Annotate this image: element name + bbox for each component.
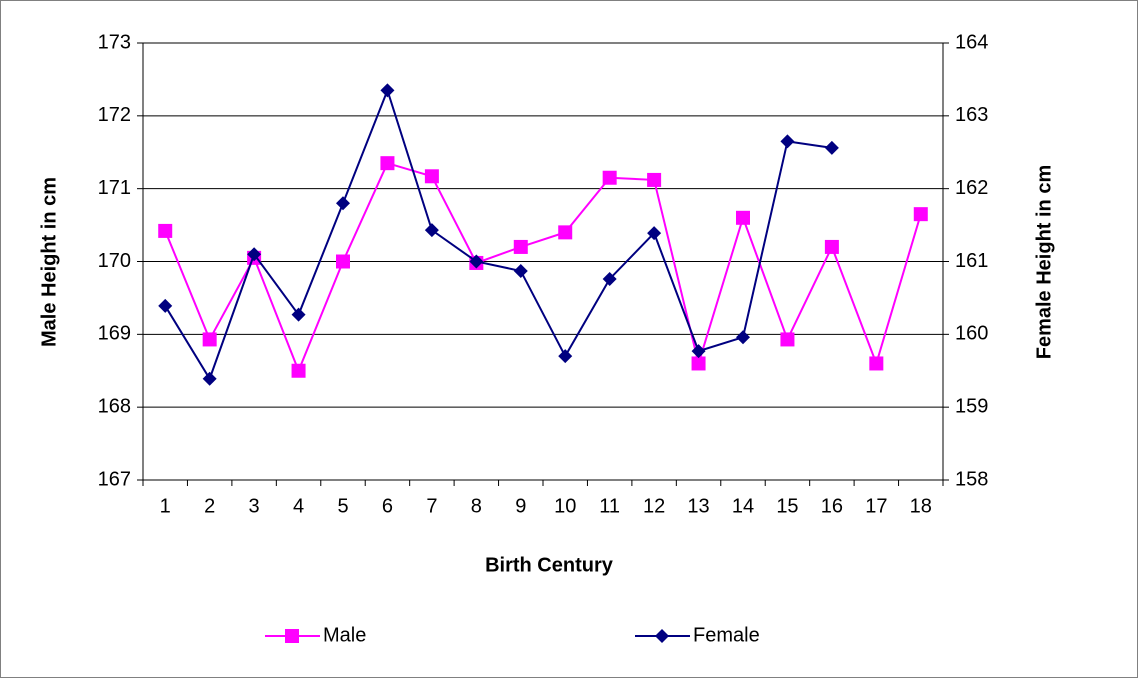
marker <box>291 363 306 378</box>
marker <box>558 225 573 240</box>
y-tick-label: 170 <box>98 250 131 272</box>
y-tick-label: 171 <box>98 177 131 199</box>
y2-axis-title: Female Height in cm <box>1033 165 1055 360</box>
marker <box>913 207 928 222</box>
x-tick-label: 10 <box>554 495 576 517</box>
marker <box>336 254 350 269</box>
legend-label: Female <box>693 624 760 646</box>
series-line <box>164 161 922 374</box>
x-tick-label: 7 <box>426 495 437 517</box>
marker <box>247 247 262 262</box>
marker <box>469 254 484 269</box>
legend-label: Male <box>323 624 366 646</box>
x-tick-label: 14 <box>732 495 754 517</box>
marker <box>558 349 573 364</box>
marker <box>602 271 617 286</box>
y-axis-title: Male Height in cm <box>38 177 60 347</box>
legend-marker <box>285 629 299 643</box>
marker <box>647 226 662 241</box>
y-tick-label: 167 <box>98 468 131 490</box>
marker <box>691 344 706 359</box>
marker <box>380 156 395 171</box>
marker <box>780 332 795 347</box>
marker <box>380 83 395 98</box>
y2-tick-label: 160 <box>955 323 988 345</box>
x-tick-label: 11 <box>599 495 620 517</box>
marker <box>602 170 617 185</box>
marker <box>513 263 528 278</box>
y-tick-label: 172 <box>98 104 131 126</box>
y2-tick-label: 159 <box>955 395 988 417</box>
marker <box>824 239 839 254</box>
marker <box>736 210 750 225</box>
marker <box>647 172 662 187</box>
marker <box>513 239 528 254</box>
y-tick-label: 173 <box>98 31 131 53</box>
x-tick-label: 18 <box>910 495 932 517</box>
x-tick-label: 16 <box>821 495 843 517</box>
x-tick-label: 6 <box>382 495 393 517</box>
x-tick-label: 3 <box>249 495 260 517</box>
marker <box>824 140 839 155</box>
marker <box>158 223 173 238</box>
x-tick-label: 17 <box>865 495 887 517</box>
marker <box>158 298 173 313</box>
marker <box>736 330 750 345</box>
y2-tick-label: 158 <box>955 468 988 490</box>
x-axis-title: Birth Century <box>485 554 614 576</box>
marker <box>869 356 884 371</box>
marker <box>336 196 350 211</box>
legend-marker <box>655 629 669 643</box>
marker <box>202 332 217 347</box>
x-tick-label: 8 <box>471 495 482 517</box>
y2-tick-label: 164 <box>955 31 988 53</box>
marker <box>291 307 306 322</box>
x-tick-label: 15 <box>776 495 798 517</box>
y2-tick-label: 162 <box>955 177 988 199</box>
x-tick-label: 13 <box>687 495 709 517</box>
marker <box>424 223 439 238</box>
marker <box>424 169 439 184</box>
x-tick-label: 12 <box>643 495 665 517</box>
x-tick-label: 2 <box>204 495 215 517</box>
x-tick-label: 9 <box>515 495 526 517</box>
marker <box>202 371 217 386</box>
x-tick-label: 5 <box>337 495 348 517</box>
y2-tick-label: 163 <box>955 104 988 126</box>
marker <box>691 356 706 371</box>
x-tick-label: 4 <box>293 495 304 517</box>
x-tick-label: 1 <box>160 495 171 517</box>
marker <box>780 134 795 149</box>
y2-tick-label: 161 <box>955 250 988 272</box>
y-tick-label: 169 <box>98 323 131 345</box>
series-line <box>164 87 833 382</box>
y-tick-label: 168 <box>98 395 131 417</box>
